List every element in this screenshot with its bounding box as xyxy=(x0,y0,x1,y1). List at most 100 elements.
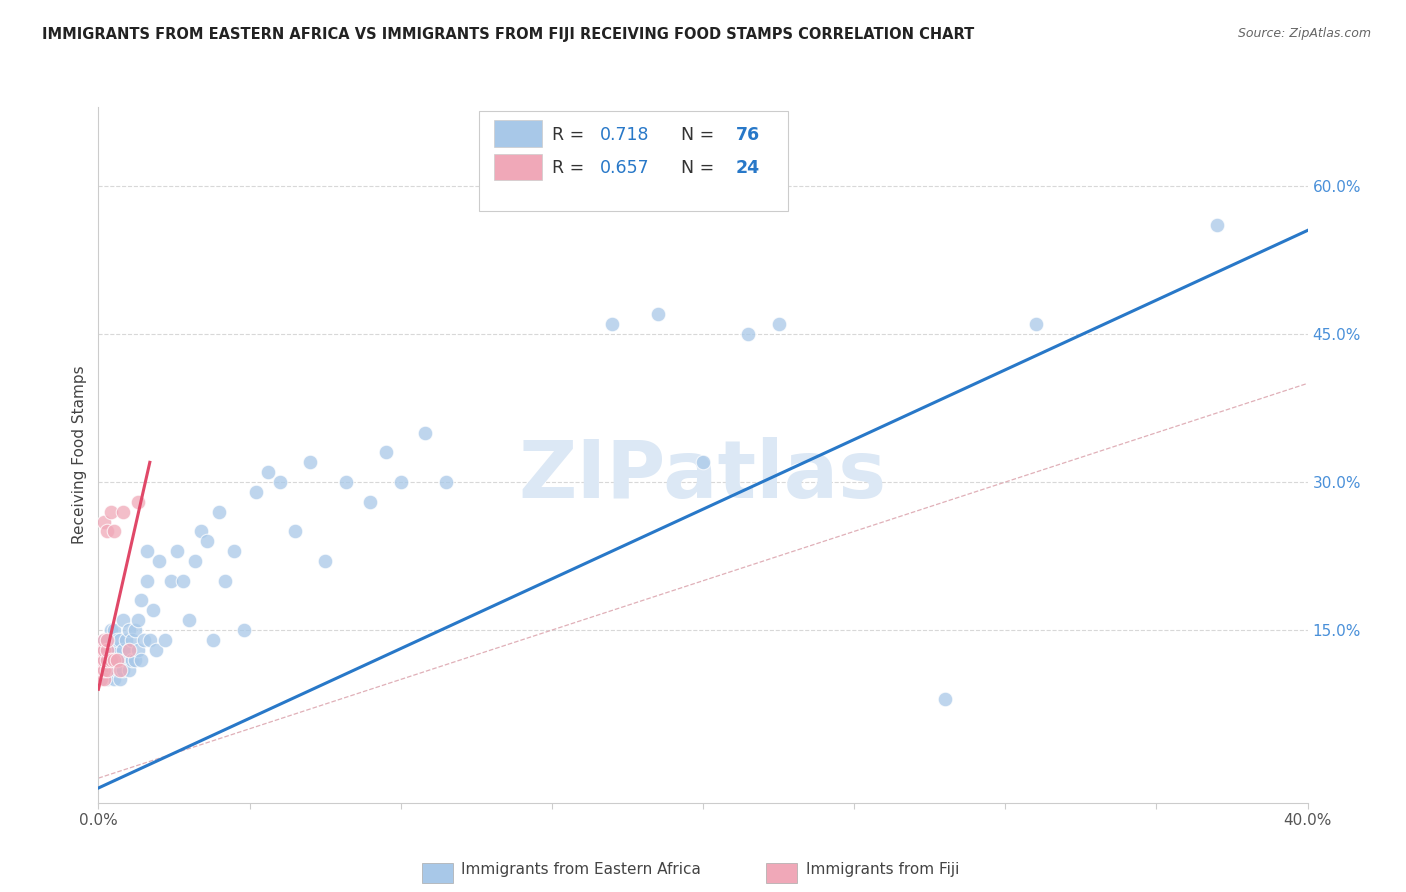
Point xyxy=(284,524,307,539)
Text: Source: ZipAtlas.com: Source: ZipAtlas.com xyxy=(1237,27,1371,40)
Point xyxy=(179,613,201,627)
Point xyxy=(114,632,136,647)
Point xyxy=(153,632,176,647)
Point xyxy=(100,663,122,677)
Point xyxy=(314,554,336,568)
Point xyxy=(90,653,112,667)
Text: Immigrants from Eastern Africa: Immigrants from Eastern Africa xyxy=(461,863,702,877)
Point xyxy=(100,505,122,519)
Point xyxy=(90,673,112,687)
Point xyxy=(105,663,128,677)
Point xyxy=(602,317,624,331)
Point xyxy=(934,692,956,706)
Point xyxy=(224,544,246,558)
Text: Immigrants from Fiji: Immigrants from Fiji xyxy=(806,863,959,877)
Point xyxy=(103,643,125,657)
Point xyxy=(269,475,291,489)
Point xyxy=(335,475,357,489)
Point xyxy=(647,307,669,321)
Point xyxy=(692,455,714,469)
Point xyxy=(1206,219,1229,233)
Text: 24: 24 xyxy=(735,159,759,177)
Point xyxy=(93,515,115,529)
Point xyxy=(108,632,131,647)
Point xyxy=(127,613,149,627)
Point xyxy=(105,653,128,667)
Point xyxy=(374,445,396,459)
Point xyxy=(145,643,167,657)
Point xyxy=(93,663,115,677)
Point xyxy=(121,653,143,667)
Point xyxy=(111,663,134,677)
Point xyxy=(190,524,212,539)
Point xyxy=(132,632,155,647)
Point xyxy=(96,653,118,667)
Point xyxy=(100,653,122,667)
Text: N =: N = xyxy=(671,159,720,177)
Point xyxy=(142,603,165,617)
Point xyxy=(195,534,218,549)
Point xyxy=(103,653,125,667)
Point xyxy=(245,484,267,499)
Point xyxy=(108,673,131,687)
Point xyxy=(172,574,194,588)
FancyBboxPatch shape xyxy=(494,120,543,146)
FancyBboxPatch shape xyxy=(479,111,787,211)
FancyBboxPatch shape xyxy=(494,153,543,180)
Point xyxy=(121,632,143,647)
Point xyxy=(93,663,115,677)
Point xyxy=(108,653,131,667)
Point xyxy=(135,574,157,588)
Point xyxy=(103,623,125,637)
Point xyxy=(105,643,128,657)
Point xyxy=(160,574,183,588)
Text: IMMIGRANTS FROM EASTERN AFRICA VS IMMIGRANTS FROM FIJI RECEIVING FOOD STAMPS COR: IMMIGRANTS FROM EASTERN AFRICA VS IMMIGR… xyxy=(42,27,974,42)
Point xyxy=(96,673,118,687)
Point xyxy=(96,663,118,677)
Point xyxy=(737,326,759,341)
Point xyxy=(90,653,112,667)
Point xyxy=(389,475,412,489)
Text: ZIPatlas: ZIPatlas xyxy=(519,437,887,515)
Point xyxy=(118,643,141,657)
Point xyxy=(105,632,128,647)
Point xyxy=(93,673,115,687)
Point xyxy=(166,544,188,558)
Point xyxy=(96,632,118,647)
Point xyxy=(129,653,152,667)
Point xyxy=(103,524,125,539)
Point xyxy=(232,623,254,637)
Y-axis label: Receiving Food Stamps: Receiving Food Stamps xyxy=(72,366,87,544)
Point xyxy=(124,653,146,667)
Text: N =: N = xyxy=(671,126,720,144)
Point xyxy=(135,544,157,558)
Point xyxy=(413,425,436,440)
Point xyxy=(96,653,118,667)
Text: R =: R = xyxy=(553,159,589,177)
Point xyxy=(184,554,207,568)
Point xyxy=(93,632,115,647)
Point xyxy=(108,663,131,677)
Point xyxy=(90,643,112,657)
Point xyxy=(118,643,141,657)
Point xyxy=(90,643,112,657)
Point xyxy=(93,653,115,667)
Point xyxy=(93,643,115,657)
Point xyxy=(100,643,122,657)
Point xyxy=(129,593,152,607)
Point xyxy=(114,653,136,667)
Point xyxy=(100,623,122,637)
Point xyxy=(96,643,118,657)
Point xyxy=(103,653,125,667)
Point xyxy=(148,554,170,568)
Text: 0.718: 0.718 xyxy=(600,126,650,144)
Point xyxy=(111,505,134,519)
Point xyxy=(256,465,278,479)
Point xyxy=(208,505,231,519)
Point xyxy=(360,495,382,509)
Point xyxy=(103,673,125,687)
Point xyxy=(118,663,141,677)
Text: 0.657: 0.657 xyxy=(600,159,650,177)
Point xyxy=(96,524,118,539)
Point xyxy=(299,455,322,469)
